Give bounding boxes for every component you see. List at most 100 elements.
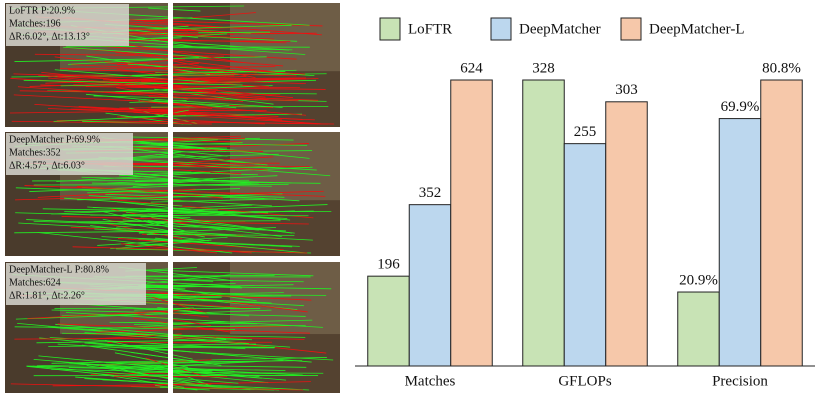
match-line bbox=[153, 239, 300, 247]
match-line bbox=[154, 385, 198, 391]
match-line bbox=[144, 12, 256, 22]
match-line bbox=[139, 147, 264, 152]
bar bbox=[367, 275, 410, 367]
match-line bbox=[138, 24, 292, 31]
divider bbox=[168, 132, 173, 256]
match-line bbox=[136, 33, 228, 40]
match-line bbox=[32, 365, 239, 384]
match-line bbox=[113, 32, 317, 36]
x-tick-label: Precision bbox=[712, 373, 768, 389]
match-line bbox=[81, 176, 292, 184]
match-line bbox=[157, 307, 206, 314]
match-line bbox=[47, 108, 315, 121]
match-line bbox=[148, 269, 314, 277]
match-line bbox=[17, 86, 244, 102]
info-box bbox=[6, 133, 133, 175]
info-box bbox=[6, 263, 146, 305]
value-label: 303 bbox=[615, 82, 638, 98]
match-line bbox=[107, 175, 278, 184]
match-line bbox=[115, 381, 311, 386]
match-line bbox=[115, 51, 276, 73]
match-line bbox=[88, 195, 272, 207]
match-line bbox=[10, 383, 304, 391]
legend-label: DeepMatcher-L bbox=[649, 21, 744, 37]
match-line bbox=[34, 103, 283, 121]
value-label: 80.8% bbox=[762, 60, 801, 76]
match-line bbox=[24, 185, 326, 197]
match-line bbox=[57, 323, 310, 334]
match-line bbox=[33, 220, 229, 229]
match-line bbox=[13, 73, 306, 85]
match-line bbox=[60, 79, 317, 87]
match-line bbox=[88, 321, 225, 330]
match-line bbox=[68, 367, 213, 372]
match-line bbox=[45, 76, 247, 84]
bar-chart: LoFTR DeepMatcher DeepMatcher-L 196 352 624 Ma… bbox=[355, 17, 815, 389]
match-line bbox=[141, 81, 241, 84]
match-line bbox=[116, 201, 281, 220]
match-line bbox=[73, 303, 250, 317]
match-line bbox=[90, 214, 309, 217]
match-line bbox=[36, 339, 247, 344]
info-text: ΔR:1.81°, Δt:2.26° bbox=[9, 290, 85, 301]
bar bbox=[408, 204, 452, 367]
match-line bbox=[129, 100, 187, 103]
match-line bbox=[148, 7, 201, 12]
match-line bbox=[36, 361, 250, 367]
image-panels: LoFTR P:20.9% Matches:196 ΔR:6.02°, Δt:13.… bbox=[5, 3, 340, 393]
match-line bbox=[65, 312, 323, 328]
match-line bbox=[130, 19, 323, 27]
match-line bbox=[67, 68, 297, 77]
match-line bbox=[103, 91, 319, 101]
match-line bbox=[63, 46, 212, 58]
value-label: 255 bbox=[574, 124, 597, 140]
match-line bbox=[125, 275, 275, 277]
legend-label: LoFTR bbox=[408, 21, 452, 37]
match-line bbox=[84, 332, 291, 348]
match-line bbox=[151, 106, 329, 108]
bar bbox=[718, 118, 762, 367]
match-line bbox=[144, 244, 252, 254]
value-label: 624 bbox=[460, 60, 483, 76]
match-line bbox=[133, 319, 313, 325]
match-line bbox=[56, 172, 211, 182]
bar bbox=[522, 79, 565, 367]
bar bbox=[450, 79, 493, 367]
x-tick-label: Matches bbox=[405, 373, 456, 389]
match-line bbox=[48, 343, 256, 347]
divider bbox=[168, 3, 173, 127]
value-label: 352 bbox=[419, 185, 442, 201]
match-line bbox=[64, 46, 284, 67]
match-line bbox=[84, 342, 312, 363]
match-line bbox=[37, 232, 233, 254]
match-line bbox=[134, 364, 307, 368]
match-line bbox=[23, 79, 243, 86]
match-line bbox=[102, 77, 306, 81]
match-line bbox=[151, 217, 295, 234]
info-text: ΔR:4.57°, Δt:6.03° bbox=[9, 160, 85, 171]
match-line bbox=[146, 274, 231, 284]
match-line bbox=[133, 142, 249, 152]
legend-label: DeepMatcher bbox=[519, 21, 601, 37]
value-label: 20.9% bbox=[679, 272, 718, 288]
match-line bbox=[38, 355, 260, 378]
match-line bbox=[153, 291, 308, 313]
match-line bbox=[19, 90, 281, 96]
match-line bbox=[26, 365, 286, 371]
match-line bbox=[18, 222, 237, 236]
match-line bbox=[72, 246, 308, 254]
match-line bbox=[51, 369, 272, 374]
match-line bbox=[116, 68, 249, 87]
match-line bbox=[77, 193, 283, 201]
info-text: LoFTR P:20.9% bbox=[9, 5, 75, 16]
match-line bbox=[77, 220, 281, 223]
value-label: 69.9% bbox=[721, 99, 760, 115]
match-line bbox=[48, 77, 266, 98]
bar bbox=[677, 291, 720, 367]
info-box bbox=[6, 4, 129, 46]
match-line bbox=[120, 45, 293, 51]
legend-swatch bbox=[379, 17, 401, 41]
match-line bbox=[137, 140, 310, 159]
divider bbox=[168, 262, 173, 393]
match-line bbox=[59, 66, 276, 70]
